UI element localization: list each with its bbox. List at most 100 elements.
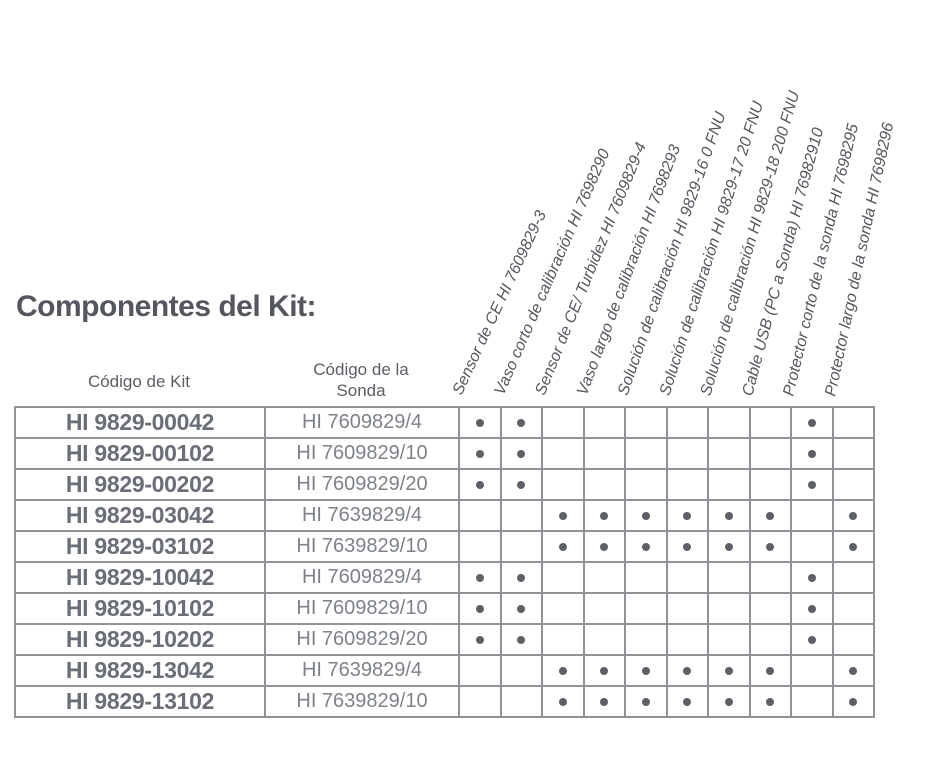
component-cell — [541, 592, 585, 625]
component-cell — [499, 592, 543, 625]
component-included-dot — [807, 635, 816, 644]
component-cell — [458, 623, 502, 656]
component-cell — [582, 468, 626, 501]
sonda-code-cell: HI 7639829/4 — [264, 499, 460, 532]
table-row: HI 9829-10042 HI 7609829/4 — [14, 561, 875, 594]
component-included-dot — [475, 573, 484, 582]
component-cell — [748, 406, 792, 439]
component-cell — [665, 592, 709, 625]
component-cell — [665, 623, 709, 656]
kit-code-cell: HI 9829-00042 — [14, 406, 266, 439]
component-cell — [582, 437, 626, 470]
component-cell — [499, 406, 543, 439]
component-included-dot — [517, 604, 526, 613]
component-cell — [582, 654, 626, 687]
table-row: HI 9829-00042 HI 7609829/4 — [14, 406, 875, 439]
component-included-dot — [517, 449, 526, 458]
component-cell — [665, 437, 709, 470]
component-cell — [665, 685, 709, 718]
component-included-dot — [724, 697, 733, 706]
component-cell — [582, 592, 626, 625]
sonda-code-cell: HI 7639829/10 — [264, 685, 460, 718]
component-cell — [665, 561, 709, 594]
component-cell — [582, 406, 626, 439]
component-cell — [541, 406, 585, 439]
kit-components-table: HI 9829-00042 HI 7609829/4 HI 9829-00102… — [14, 406, 875, 718]
component-included-dot — [600, 542, 609, 551]
component-cell — [624, 561, 668, 594]
component-cell — [707, 406, 751, 439]
component-included-dot — [641, 697, 650, 706]
component-cell — [541, 437, 585, 470]
component-included-dot — [724, 666, 733, 675]
component-included-dot — [683, 666, 692, 675]
sonda-code-cell: HI 7609829/10 — [264, 592, 460, 625]
component-cell — [707, 437, 751, 470]
kit-code-cell: HI 9829-03042 — [14, 499, 266, 532]
component-cell — [748, 561, 792, 594]
component-cell — [790, 530, 834, 563]
component-included-dot — [807, 573, 816, 582]
component-cell — [458, 561, 502, 594]
component-included-dot — [849, 511, 858, 520]
component-cell — [707, 468, 751, 501]
component-cell — [790, 592, 834, 625]
component-included-dot — [683, 697, 692, 706]
component-cell — [458, 654, 502, 687]
component-cell — [624, 406, 668, 439]
component-cell — [541, 499, 585, 532]
component-cell — [665, 499, 709, 532]
component-included-dot — [558, 511, 567, 520]
component-included-dot — [807, 604, 816, 613]
component-included-dot — [475, 635, 484, 644]
component-cell — [707, 685, 751, 718]
component-cell — [748, 468, 792, 501]
component-included-dot — [600, 666, 609, 675]
component-cell — [707, 561, 751, 594]
component-cell — [541, 530, 585, 563]
component-cell — [790, 406, 834, 439]
sonda-code-cell: HI 7609829/20 — [264, 623, 460, 656]
component-cell — [748, 685, 792, 718]
component-cell — [458, 499, 502, 532]
kit-code-cell: HI 9829-13102 — [14, 685, 266, 718]
component-cell — [541, 654, 585, 687]
component-cell — [831, 530, 875, 563]
component-cell — [790, 561, 834, 594]
component-cell — [748, 654, 792, 687]
component-cell — [458, 530, 502, 563]
kit-code-cell: HI 9829-00102 — [14, 437, 266, 470]
component-cell — [831, 406, 875, 439]
component-included-dot — [849, 542, 858, 551]
component-included-dot — [766, 542, 775, 551]
table-row: HI 9829-03102 HI 7639829/10 — [14, 530, 875, 563]
component-included-dot — [766, 511, 775, 520]
component-cell — [624, 468, 668, 501]
component-cell — [665, 406, 709, 439]
sonda-code-cell: HI 7639829/4 — [264, 654, 460, 687]
table-row: HI 9829-00102 HI 7609829/10 — [14, 437, 875, 470]
component-cell — [748, 623, 792, 656]
table-row: HI 9829-10202 HI 7609829/20 — [14, 623, 875, 656]
component-cell — [831, 685, 875, 718]
component-cell — [831, 468, 875, 501]
component-included-dot — [517, 573, 526, 582]
table-row: HI 9829-13042 HI 7639829/4 — [14, 654, 875, 687]
component-cell — [458, 685, 502, 718]
component-cell — [582, 530, 626, 563]
component-cell — [499, 437, 543, 470]
component-column-header: Protector largo de la sonda HI 7698296 — [821, 121, 897, 398]
component-included-dot — [641, 511, 650, 520]
component-cell — [458, 437, 502, 470]
sonda-code-cell: HI 7609829/4 — [264, 406, 460, 439]
component-included-dot — [683, 511, 692, 520]
component-included-dot — [475, 418, 484, 427]
component-included-dot — [766, 697, 775, 706]
component-cell — [582, 561, 626, 594]
table-row: HI 9829-10102 HI 7609829/10 — [14, 592, 875, 625]
component-cell — [665, 654, 709, 687]
component-cell — [665, 530, 709, 563]
component-cell — [624, 437, 668, 470]
component-cell — [790, 499, 834, 532]
